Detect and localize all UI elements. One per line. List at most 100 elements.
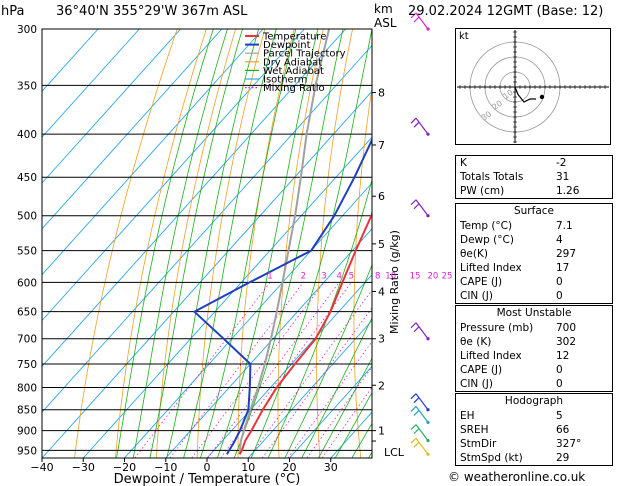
pressure-tick-label: 650 <box>17 307 37 319</box>
surface-value: 0 <box>556 276 563 288</box>
wet-adiabat-line <box>183 29 277 458</box>
temperature-tick-label: 20 <box>283 461 297 474</box>
pressure-tick-label: 950 <box>17 445 37 457</box>
wind-barb-flag <box>413 121 420 128</box>
mixing-ratio-line <box>169 282 304 458</box>
pressure-tick-label: 550 <box>17 246 37 258</box>
isotherm-line <box>206 273 372 458</box>
most-unstable-value: 700 <box>556 322 577 334</box>
wind-barb-flag <box>413 16 420 23</box>
surface-title: Surface <box>513 205 554 217</box>
parcel-trajectory-line <box>238 29 331 455</box>
hodograph-stat-label: EH <box>460 410 475 422</box>
hodograph-stat-value: 66 <box>556 424 570 436</box>
most-unstable-label: Lifted Index <box>460 350 522 362</box>
mixing-ratio-line <box>220 282 352 458</box>
wind-barb-flag <box>410 117 417 124</box>
mixing-ratio-line <box>261 307 372 458</box>
pressure-tick-label: 900 <box>17 426 37 438</box>
surface-row: Temp (°C) 7.1 <box>456 219 612 233</box>
dry-adiabat-line <box>115 29 207 458</box>
wind-barb-dot <box>426 452 430 456</box>
legend-label: Dewpoint <box>263 40 311 51</box>
wet-adiabat-line <box>318 357 372 458</box>
most-unstable-value: 12 <box>556 350 570 362</box>
surface-value: 0 <box>556 290 563 302</box>
km-tick-label: 3 <box>378 333 385 346</box>
dewpoint-line <box>193 137 372 455</box>
wind-barb-dot <box>426 132 430 136</box>
index-value: 1.26 <box>556 185 580 197</box>
hodograph-stats-title: Hodograph <box>504 395 564 407</box>
wet-adiabat-line <box>334 391 372 458</box>
temperature-tick-label: 0 <box>204 461 211 474</box>
most-unstable-row: CIN (J) 0 <box>456 377 612 391</box>
surface-row: θe(K) 297 <box>456 247 612 261</box>
datetime-title: 29.02.2024 12GMT (Base: 12) <box>408 4 604 19</box>
wind-barb-flag <box>410 12 417 19</box>
wind-barb-flag <box>410 424 417 431</box>
most-unstable-row: CAPE (J) 0 <box>456 363 612 377</box>
surface-label: CIN (J) <box>460 290 493 302</box>
wet-adiabat-line <box>284 264 372 458</box>
isotherm-line <box>247 319 372 458</box>
mixing-ratio-label: 25 <box>442 271 453 281</box>
surface-value: 297 <box>556 248 577 260</box>
mixing-ratio-label: 1 <box>267 271 272 281</box>
wind-barb-staff <box>415 424 429 441</box>
pressure-tick-label: 800 <box>17 383 37 395</box>
hodograph-stat-value: 327° <box>556 438 582 450</box>
surface-row: CAPE (J) 0 <box>456 275 612 289</box>
hodograph-stat-value: 29 <box>556 452 570 464</box>
legend-label: Mixing Ratio <box>263 83 325 94</box>
hodograph-unit-label: kt <box>459 31 469 42</box>
mixing-ratio-label: 8 <box>375 271 380 281</box>
wind-barb-flag <box>410 199 417 206</box>
pressure-unit-label: hPa <box>1 4 25 19</box>
isotherm-line <box>42 29 264 276</box>
pressure-tick-label: 750 <box>17 359 37 371</box>
isotherm-line <box>82 136 372 458</box>
most-unstable-row: θe (K) 302 <box>456 335 612 349</box>
temperature-tick-label: −40 <box>30 461 53 474</box>
mixing-ratio-label: 10 <box>385 271 396 281</box>
isotherm-line <box>42 29 140 138</box>
wet-adiabat-line <box>149 29 243 458</box>
surface-label: CAPE (J) <box>460 276 503 288</box>
temperature-tick-label: −10 <box>154 461 177 474</box>
temperature-tick-label: −20 <box>113 461 136 474</box>
wind-barb-staff <box>415 406 429 423</box>
most-unstable-row: Lifted Index 12 <box>456 349 612 363</box>
wind-barb-flag <box>410 322 417 329</box>
isotherm-line <box>289 365 372 458</box>
temperature-tick-label: 30 <box>324 461 338 474</box>
x-axis-label: Dewpoint / Temperature (°C) <box>114 472 301 486</box>
dry-adiabat-line <box>237 29 295 458</box>
mixing-ratio-label: 5 <box>349 271 354 281</box>
most-unstable-value: 302 <box>556 336 577 348</box>
mixing-ratio-line <box>321 386 372 458</box>
most-unstable-label: θe (K) <box>460 336 492 348</box>
indices-box: K -2 Totals Totals 31 PW (cm) 1.26 <box>455 155 613 199</box>
isotherm-line <box>124 182 372 458</box>
km-tick-label: 8 <box>378 87 385 100</box>
copyright-text[interactable]: © weatheronline.co.uk <box>448 470 586 484</box>
wind-barb-flag <box>413 441 420 448</box>
legend-label: Parcel Trajectory <box>263 49 346 60</box>
pressure-tick-label: 850 <box>17 405 37 417</box>
pressure-tick-label: 400 <box>17 129 37 141</box>
surface-label: Temp (°C) <box>460 220 513 232</box>
pressure-tick-label: 500 <box>17 211 37 223</box>
index-label: Totals Totals <box>460 171 524 183</box>
hodograph-stat-row: EH 5 <box>456 409 612 423</box>
wind-barb-flag <box>413 326 420 333</box>
surface-label: Lifted Index <box>460 262 522 274</box>
wind-barb-flag <box>410 393 417 400</box>
wind-barb-dot <box>426 439 430 443</box>
wind-barb-flag <box>413 428 420 435</box>
wind-barb-staff <box>415 437 429 455</box>
surface-label: θe(K) <box>460 248 488 260</box>
mixing-ratio-label: 4 <box>337 271 342 281</box>
wet-adiabat-line <box>301 316 372 458</box>
temperature-tick-label: −30 <box>72 461 95 474</box>
